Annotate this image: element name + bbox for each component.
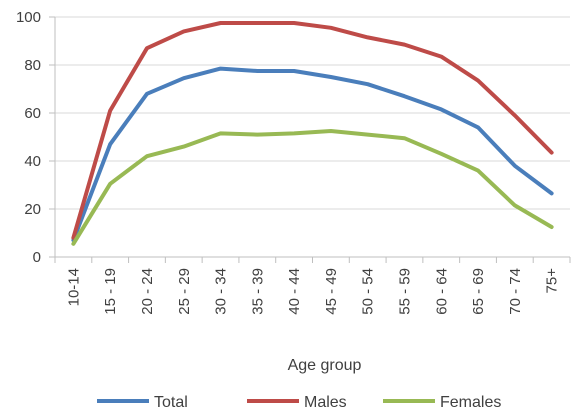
legend-label-males: Males [304, 394, 347, 411]
y-tick-label-40: 40 [24, 153, 41, 170]
x-tick-label: 15 - 19 [102, 268, 119, 315]
y-tick-label-0: 0 [33, 249, 41, 266]
legend-label-females: Females [440, 394, 501, 411]
y-tick-labels: 0 20 40 60 80 100 [16, 9, 41, 266]
x-tick-label: 60 - 64 [433, 268, 450, 315]
legend-label-total: Total [154, 394, 188, 411]
x-tick-label: 50 - 54 [360, 268, 377, 315]
x-axis-title: Age group [288, 357, 362, 374]
x-tick-label: 25 - 29 [176, 268, 193, 315]
x-tick-label: 70 - 74 [507, 268, 524, 315]
legend-entry-males: Males [247, 394, 347, 411]
x-tick-label: 30 - 34 [213, 268, 230, 315]
x-tick-label: 75+ [544, 268, 561, 294]
x-tick-label: 20 - 24 [139, 268, 156, 315]
y-tick-label-100: 100 [16, 9, 41, 26]
x-tick-label: 35 - 39 [249, 268, 266, 315]
legend: Total Males Females [97, 394, 501, 411]
x-tick-label: 10-14 [65, 268, 82, 306]
x-tick-label: 65 - 69 [470, 268, 487, 315]
legend-entry-total: Total [97, 394, 188, 411]
series-line-males [71, 21, 554, 240]
x-tick-labels: 10-14 15 - 19 20 - 24 25 - 29 30 - 34 35 - 39… [65, 268, 560, 315]
y-tick-label-20: 20 [24, 201, 41, 218]
x-tick-label: 40 - 44 [286, 268, 303, 315]
x-tick-label: 45 - 49 [323, 268, 340, 315]
y-tick-label-80: 80 [24, 57, 41, 74]
y-tick-label-60: 60 [24, 105, 41, 122]
axes [49, 16, 571, 263]
legend-entry-females: Females [383, 394, 501, 411]
series-line-total [71, 66, 554, 243]
x-tick-label: 55 - 59 [396, 268, 413, 315]
series-lines [71, 21, 554, 246]
series-line-females [71, 129, 554, 246]
